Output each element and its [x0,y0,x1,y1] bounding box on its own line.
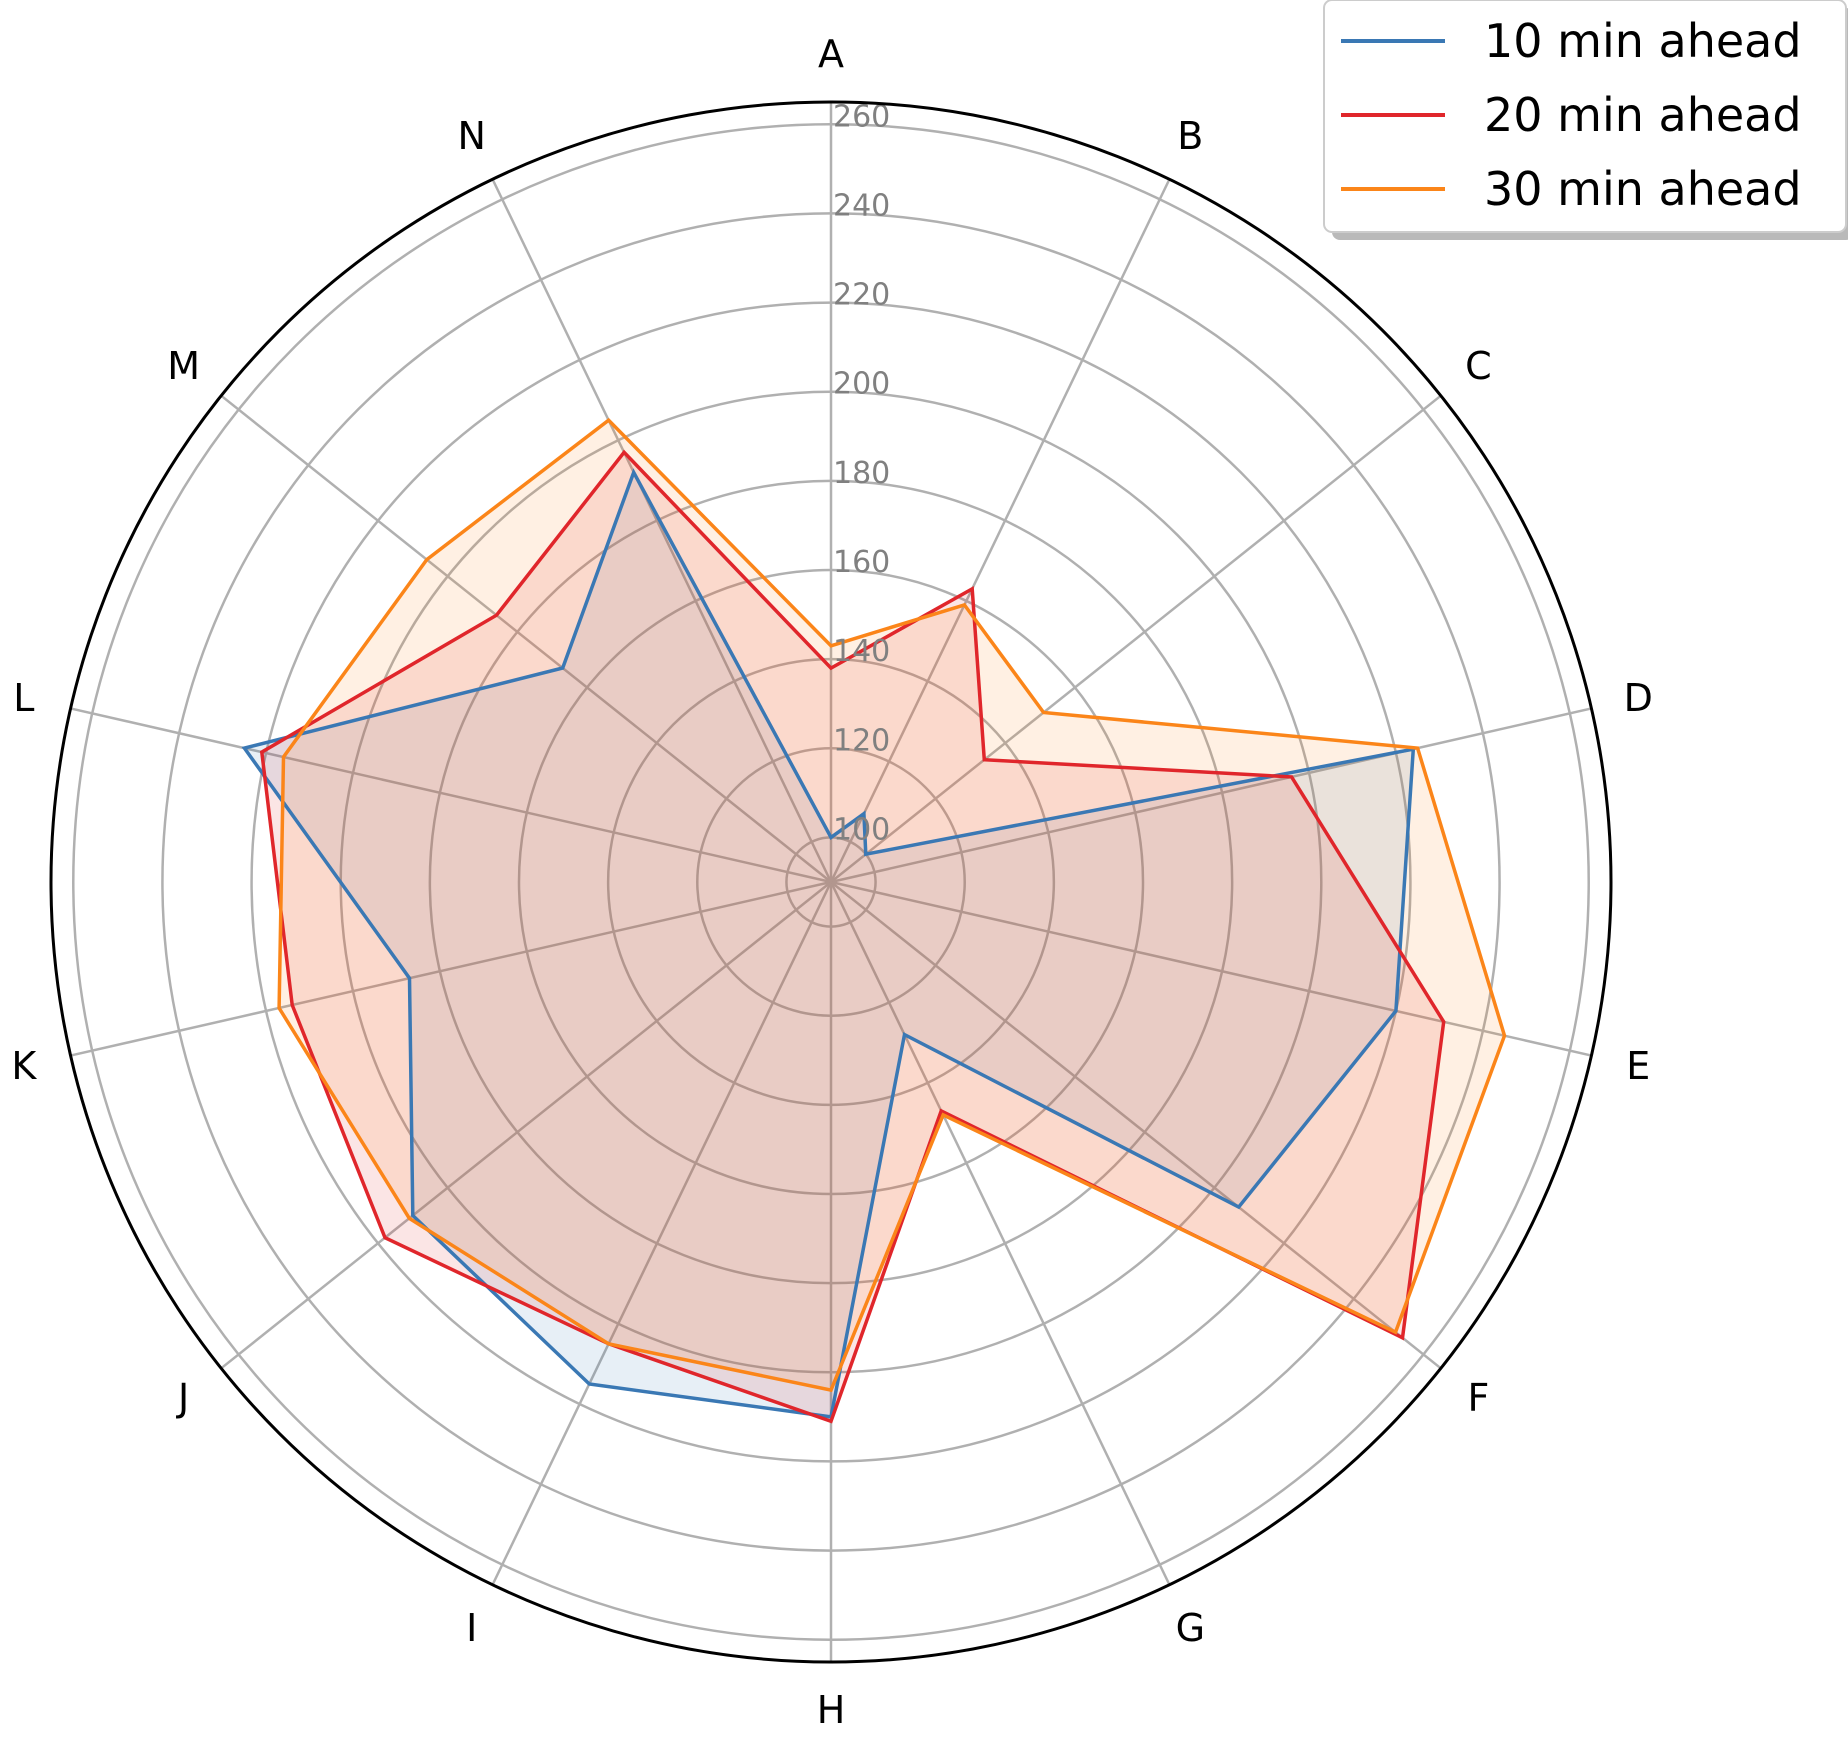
category-label-d: D [1624,676,1653,720]
grid-spoke [830,707,1592,884]
outer-frame-circle [49,100,1613,1664]
series-fill-1 [244,472,1414,1417]
radial-grid [70,102,1592,1662]
radial-tick-label: 240 [833,188,890,223]
category-label-a: A [818,32,844,76]
radial-tick-label: 120 [833,723,890,758]
series-layer [241,417,1507,1424]
category-label-j: J [176,1376,189,1420]
radial-tick-label: 100 [833,812,890,847]
category-label-h: H [817,1688,846,1732]
legend-label-2: 20 min ahead [1484,88,1802,142]
grid-spoke [830,881,1442,1370]
category-label-f: F [1467,1376,1489,1420]
category-label-m: M [167,344,200,388]
category-labels: A B C D E F G H I J K L M N [11,32,1652,1732]
category-label-b: B [1177,114,1203,158]
radial-tick-labels: 100 120 140 160 180 200 220 240 260 [833,99,890,847]
legend-box [1323,0,1847,233]
grid-spoke [70,707,832,884]
category-label-l: L [13,676,34,720]
series-fill-2 [261,452,1444,1422]
radial-tick-label: 220 [833,278,890,313]
series-line-3 [277,417,1507,1393]
series-fill-3 [279,420,1505,1391]
category-label-g: G [1176,1606,1205,1650]
grid-spoke [220,394,832,883]
legend-label-3: 30 min ahead [1484,162,1802,216]
grid-spoke [829,881,1171,1586]
series-line-2 [259,449,1446,1424]
grid-spoke [830,394,1442,883]
grid-spoke [220,881,832,1370]
legend-label-1: 10 min ahead [1484,14,1802,68]
grid-spoke [491,881,833,1586]
radial-tick-label: 140 [833,634,890,669]
grid-spoke [830,880,1592,1057]
radial-tick-label: 180 [833,456,890,491]
grid-spoke [829,178,1171,883]
grid-spoke [491,178,833,883]
legend: 10 min ahead 20 min ahead 30 min ahead [1323,0,1848,240]
category-label-n: N [457,114,485,158]
category-label-e: E [1626,1044,1650,1088]
radial-tick-label: 260 [833,99,890,134]
category-label-k: K [11,1044,37,1088]
category-label-c: C [1465,344,1492,388]
radial-tick-label: 160 [833,545,890,580]
grid-spoke [70,880,832,1057]
category-label-i: I [466,1606,477,1650]
radial-tick-label: 200 [833,367,890,402]
